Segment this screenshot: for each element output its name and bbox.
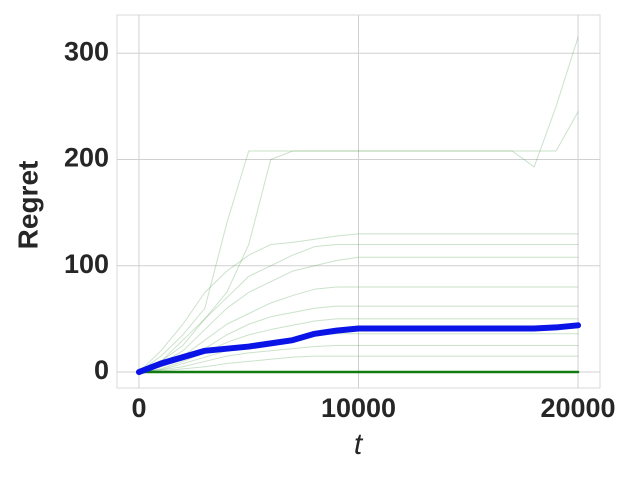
series-line [138,256,579,373]
y-tick-label: 300 [64,36,109,66]
y-tick-label: 0 [94,355,109,385]
series-line [138,355,579,373]
x-tick-label: 0 [131,393,146,423]
series-line [138,36,579,373]
x-tick-label: 20000 [540,393,615,423]
y-axis-label: Regret [12,161,43,250]
x-axis-label: t [354,428,364,461]
series-line [138,286,579,373]
series-line [138,244,579,373]
x-tick-label: 10000 [321,393,396,423]
series-line [138,111,579,373]
y-tick-label: 200 [64,143,109,173]
series-line [138,333,579,373]
series-line [135,322,582,376]
series-line [138,233,579,373]
y-tick-label: 100 [64,249,109,279]
series-line [138,305,579,373]
series-line [138,344,579,373]
